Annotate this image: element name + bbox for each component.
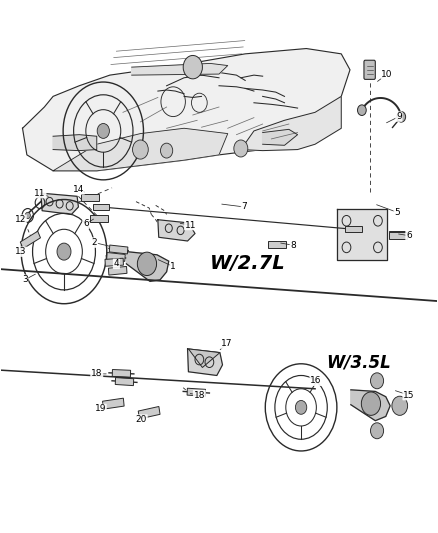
Circle shape [234,140,248,157]
Circle shape [160,143,173,158]
Circle shape [138,252,156,276]
Text: 9: 9 [396,112,402,121]
Text: 18: 18 [91,369,102,378]
Text: 8: 8 [290,241,296,250]
Polygon shape [127,252,169,281]
Polygon shape [22,49,350,171]
Text: 17: 17 [221,339,233,348]
Circle shape [97,124,110,139]
Polygon shape [138,407,160,419]
Text: 4: 4 [113,260,119,268]
Polygon shape [93,204,110,210]
Text: 13: 13 [14,247,26,256]
FancyBboxPatch shape [364,60,375,79]
Polygon shape [188,349,220,368]
Polygon shape [241,96,341,151]
Text: 14: 14 [73,185,84,194]
Text: 1: 1 [170,262,176,271]
Text: 6: 6 [83,220,89,229]
Polygon shape [41,193,78,214]
Polygon shape [351,390,390,421]
Polygon shape [107,253,125,261]
Polygon shape [53,128,228,171]
Text: 6: 6 [406,231,412,240]
Circle shape [371,423,384,439]
Polygon shape [112,369,131,377]
Polygon shape [102,398,124,409]
Circle shape [133,140,148,159]
Circle shape [397,111,406,122]
Circle shape [57,243,71,260]
Text: 12: 12 [14,215,26,224]
Text: 18: 18 [194,391,205,400]
Text: 7: 7 [241,203,247,212]
Text: 11: 11 [185,221,196,230]
Polygon shape [132,63,228,75]
Polygon shape [345,226,362,232]
Polygon shape [20,231,40,248]
Polygon shape [81,194,99,201]
Polygon shape [268,241,286,248]
Polygon shape [389,231,405,238]
Text: W/2.7L: W/2.7L [209,254,285,273]
Polygon shape [115,377,134,386]
Text: 16: 16 [310,376,321,385]
Text: 10: 10 [381,70,393,78]
Circle shape [371,373,384,389]
Polygon shape [389,232,407,239]
Polygon shape [90,215,108,222]
Circle shape [295,400,307,414]
Polygon shape [187,349,223,375]
Text: 11: 11 [34,189,46,198]
Circle shape [357,105,366,116]
Text: 5: 5 [394,208,400,217]
Polygon shape [109,245,128,254]
Circle shape [392,396,408,415]
Polygon shape [187,388,205,396]
Polygon shape [53,135,97,151]
Text: 19: 19 [95,405,106,414]
Text: W/3.5L: W/3.5L [326,353,391,371]
Polygon shape [263,130,297,146]
Circle shape [361,392,381,415]
Polygon shape [337,209,387,260]
Polygon shape [158,220,195,241]
Text: 15: 15 [403,391,415,400]
Circle shape [25,212,30,219]
Text: 3: 3 [22,275,28,284]
Circle shape [183,55,202,79]
Polygon shape [105,259,124,266]
Polygon shape [109,266,127,275]
Text: 20: 20 [136,415,147,424]
Text: 2: 2 [92,238,97,247]
